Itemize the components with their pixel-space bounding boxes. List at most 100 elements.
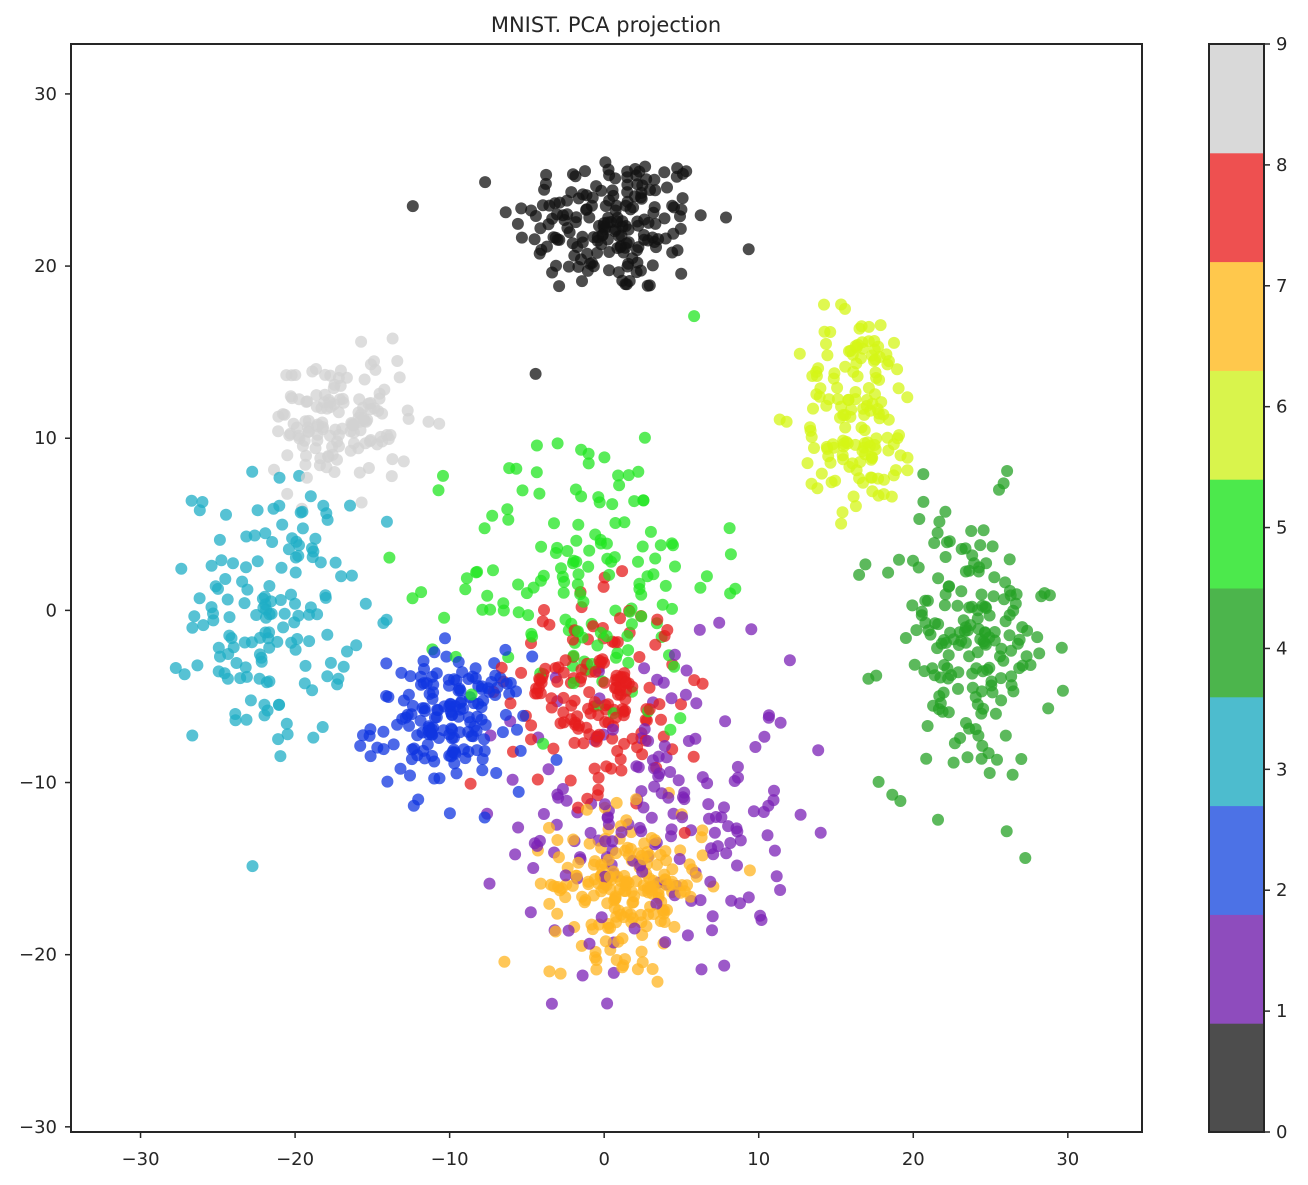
- data-point-digit-2: [426, 670, 439, 683]
- data-point-digit-1: [584, 826, 597, 839]
- data-point-digit-8: [582, 702, 595, 715]
- data-point-digit-0: [675, 267, 688, 280]
- data-point-digit-9: [324, 429, 336, 442]
- data-point-digit-0: [406, 200, 419, 213]
- data-point-digit-5: [669, 560, 681, 573]
- data-point-digit-7: [635, 945, 648, 958]
- data-point-digit-2: [377, 725, 390, 738]
- data-point-digit-5: [622, 656, 635, 669]
- data-point-digit-5: [432, 484, 445, 497]
- data-point-digit-7: [637, 853, 650, 866]
- data-point-digit-4: [882, 566, 895, 579]
- colorbar: 0 1 2 3 4 5 6 7 8 9: [1208, 34, 1287, 1143]
- data-point-digit-2: [512, 785, 525, 798]
- data-point-digit-7: [543, 897, 556, 910]
- data-point-digit-1: [745, 623, 758, 636]
- data-point-digit-5: [600, 630, 613, 643]
- data-point-digit-0: [609, 172, 622, 185]
- data-point-digit-8: [590, 735, 603, 748]
- data-point-digit-5: [572, 518, 585, 531]
- data-point-digit-1: [630, 760, 643, 773]
- data-point-digit-5: [481, 589, 494, 602]
- data-point-digit-1: [762, 799, 775, 812]
- data-point-digit-0: [631, 178, 644, 191]
- data-point-digit-1: [638, 723, 651, 736]
- data-point-digit-1: [531, 839, 544, 852]
- data-point-digit-3: [282, 543, 295, 556]
- x-tick-label: 0: [598, 1149, 609, 1170]
- data-point-digit-7: [654, 848, 667, 861]
- data-point-digit-8: [649, 638, 662, 651]
- data-point-digit-8: [655, 713, 667, 726]
- data-point-digit-3: [275, 561, 288, 574]
- data-point-digit-9: [352, 442, 365, 455]
- data-point-digit-7: [589, 855, 601, 868]
- data-point-digit-6: [855, 320, 868, 333]
- data-point-digit-4: [906, 599, 919, 612]
- data-point-digit-5: [570, 534, 583, 547]
- plot-area-frame: [70, 43, 1143, 1133]
- data-point-digit-1: [774, 716, 787, 729]
- data-point-digit-7: [602, 922, 615, 934]
- data-point-digit-8: [534, 674, 546, 687]
- data-point-digit-1: [615, 826, 628, 839]
- data-point-digit-1: [672, 774, 685, 787]
- data-point-digit-8: [525, 719, 538, 732]
- data-point-digit-0: [585, 199, 598, 212]
- data-point-digit-2: [381, 775, 394, 788]
- data-point-digit-4: [975, 707, 988, 720]
- data-point-digit-5: [610, 651, 622, 664]
- data-point-digit-2: [475, 713, 488, 726]
- data-point-digit-4: [947, 756, 960, 769]
- data-point-digit-8: [615, 764, 628, 777]
- data-point-digit-3: [178, 668, 191, 681]
- data-point-digit-1: [812, 744, 825, 757]
- data-point-digit-1: [690, 697, 703, 710]
- colorbar-segment-7: [1209, 261, 1264, 371]
- colorbar-tick-label: 7: [1276, 276, 1287, 297]
- data-point-digit-3: [251, 504, 264, 517]
- data-point-digit-7: [578, 896, 591, 909]
- data-point-digit-7: [695, 831, 708, 844]
- data-point-digit-4: [1020, 650, 1033, 663]
- colorbar-tick-label: 0: [1276, 1122, 1287, 1143]
- data-point-digit-0: [603, 264, 615, 277]
- data-point-digit-3: [209, 580, 222, 593]
- data-point-digit-9: [397, 455, 410, 468]
- data-point-digit-4: [943, 535, 956, 548]
- data-point-digit-1: [524, 906, 537, 919]
- data-point-digit-5: [438, 611, 451, 624]
- data-point-digit-3: [337, 660, 350, 673]
- data-point-digit-6: [861, 436, 874, 449]
- data-point-digit-9: [386, 453, 399, 466]
- data-point-digit-2: [371, 741, 384, 754]
- data-point-digit-1: [731, 760, 744, 773]
- data-point-digit-8: [592, 771, 605, 784]
- data-point-digit-5: [478, 522, 491, 535]
- data-point-digit-2: [499, 643, 512, 656]
- data-point-digit-5: [406, 592, 419, 605]
- data-point-digit-0: [648, 173, 661, 186]
- data-point-digit-9: [310, 389, 323, 402]
- data-point-digit-0: [623, 275, 636, 287]
- data-point-digit-5: [575, 490, 588, 503]
- data-point-digit-3: [215, 554, 228, 567]
- data-point-digit-2: [550, 753, 563, 766]
- data-point-digit-5: [632, 465, 645, 478]
- data-point-digit-1: [713, 616, 726, 629]
- data-point-digit-7: [645, 883, 657, 896]
- data-point-digit-4: [979, 626, 991, 639]
- data-point-digit-3: [307, 545, 320, 558]
- data-point-digit-5: [497, 604, 510, 617]
- data-point-digit-1: [636, 865, 649, 878]
- data-point-digit-3: [246, 860, 259, 873]
- data-point-digit-9: [334, 379, 347, 392]
- data-point-digit-8: [609, 711, 622, 724]
- data-point-digit-4: [952, 682, 964, 695]
- data-point-digit-1: [681, 929, 694, 942]
- data-point-digit-8: [696, 677, 709, 690]
- data-point-digit-3: [197, 619, 210, 632]
- data-point-digit-8: [529, 687, 542, 700]
- colorbar-tick-label: 2: [1276, 880, 1287, 901]
- data-point-digit-8: [661, 624, 674, 636]
